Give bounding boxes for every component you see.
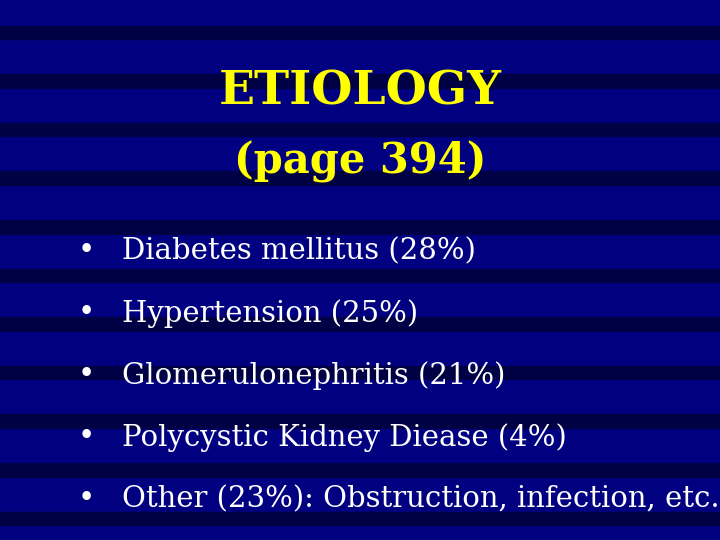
Bar: [0, 74, 720, 87]
Bar: [0, 317, 720, 330]
Text: Polycystic Kidney Diease (4%): Polycystic Kidney Diease (4%): [122, 423, 567, 452]
Bar: [0, 269, 720, 282]
Text: •: •: [78, 485, 95, 514]
Text: •: •: [78, 423, 95, 451]
Bar: [0, 463, 720, 476]
Bar: [0, 25, 720, 39]
Text: •: •: [78, 237, 95, 265]
Bar: [0, 512, 720, 525]
Text: Other (23%): Obstruction, infection, etc.: Other (23%): Obstruction, infection, etc…: [122, 485, 720, 514]
Bar: [0, 171, 720, 185]
Text: Hypertension (25%): Hypertension (25%): [122, 299, 418, 328]
Bar: [0, 366, 720, 379]
Text: •: •: [78, 299, 95, 327]
Bar: [0, 220, 720, 233]
Bar: [0, 123, 720, 136]
Bar: [0, 415, 720, 428]
Text: (page 394): (page 394): [234, 141, 486, 183]
Text: •: •: [78, 361, 95, 389]
Text: Glomerulonephritis (21%): Glomerulonephritis (21%): [122, 361, 505, 390]
Text: ETIOLOGY: ETIOLOGY: [218, 69, 502, 115]
Text: Diabetes mellitus (28%): Diabetes mellitus (28%): [122, 237, 476, 265]
